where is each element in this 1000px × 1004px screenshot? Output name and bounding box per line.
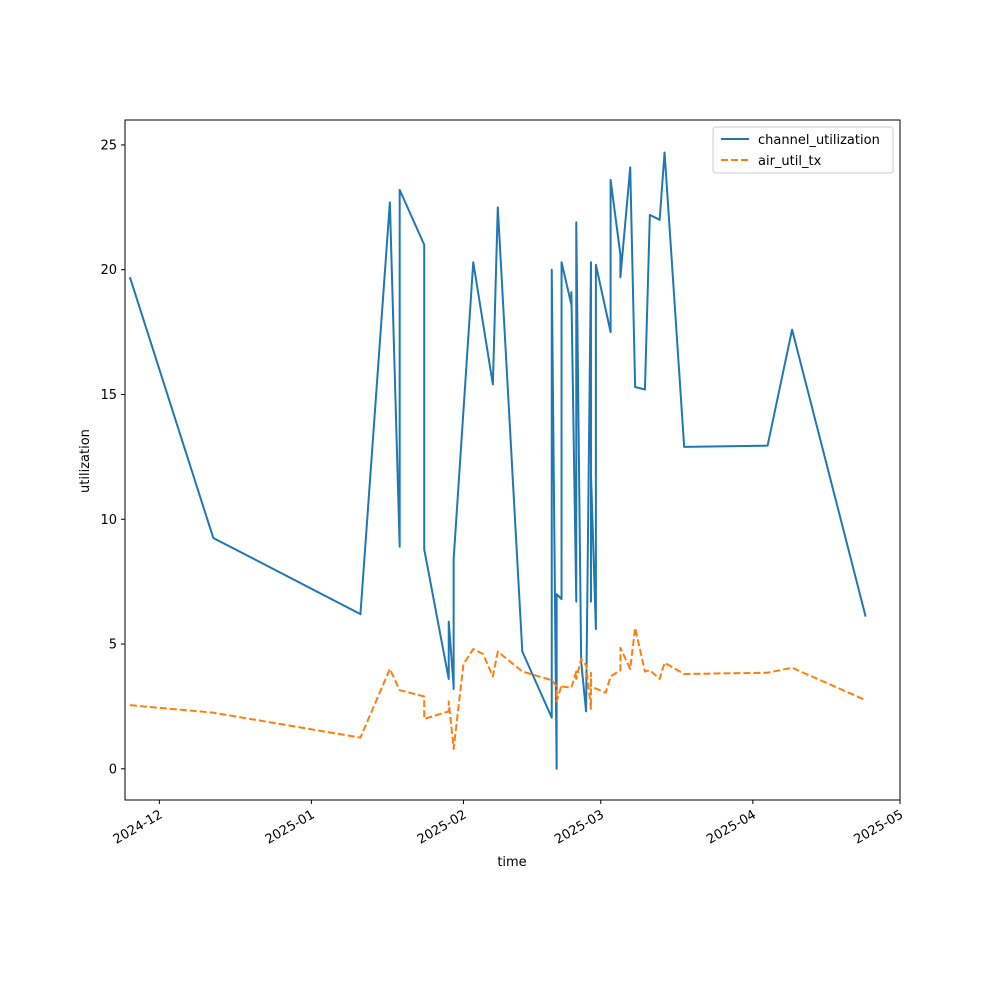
series-line-air-util-tx bbox=[129, 626, 867, 750]
y-axis-label: utilization bbox=[78, 429, 93, 493]
y-tick-label: 10 bbox=[100, 513, 117, 528]
y-tick-label: 25 bbox=[100, 138, 117, 153]
legend-label-channel-utilization: channel_utilization bbox=[758, 133, 880, 148]
legend-label-air-util-tx: air_util_tx bbox=[758, 154, 822, 169]
series-line-channel-utilization bbox=[128, 151, 867, 770]
legend: channel_utilization air_util_tx bbox=[712, 126, 894, 174]
y-tick-label: 5 bbox=[109, 638, 117, 653]
y-tick-label: 15 bbox=[100, 388, 117, 403]
series-layer bbox=[128, 151, 867, 770]
x-axis-label: time bbox=[497, 855, 526, 870]
legend-box bbox=[712, 126, 894, 174]
y-tick-label: 20 bbox=[100, 263, 117, 278]
y-tick-label: 0 bbox=[109, 762, 117, 777]
y-axis: 0 5 10 15 20 25 bbox=[100, 138, 125, 777]
plot-frame bbox=[124, 119, 901, 801]
